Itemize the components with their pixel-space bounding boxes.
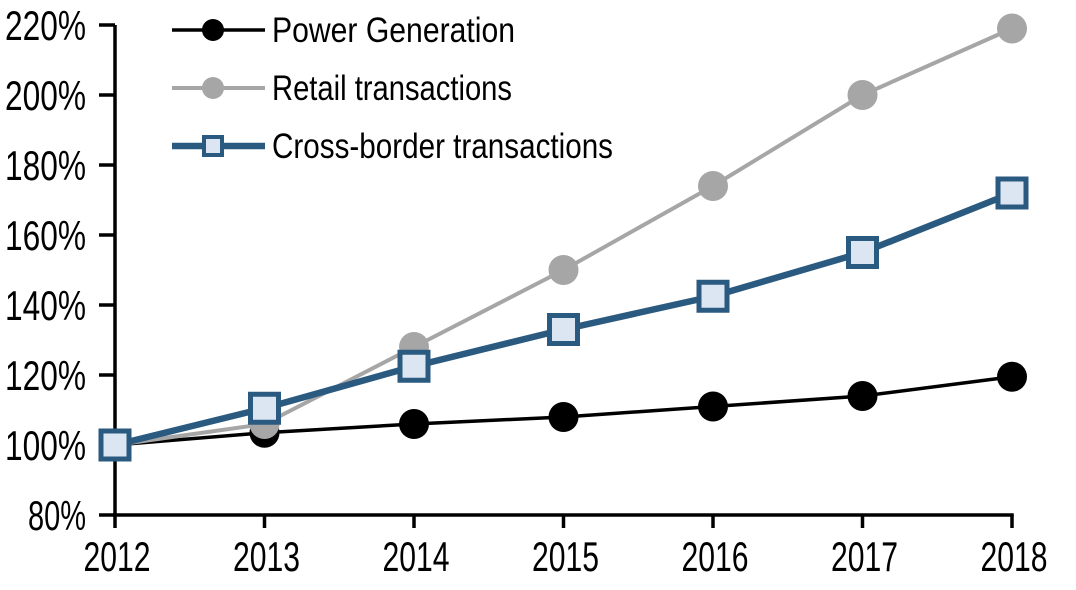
legend-label: Retail transactions [272,69,512,108]
y-tick-label: 180% [5,142,86,189]
data-point-marker-circle [399,409,429,439]
data-point-marker-circle [202,19,224,41]
x-tick-label: 2015 [532,533,599,580]
data-point-marker-circle [847,80,878,110]
data-point-marker-square [696,279,730,313]
data-point-marker-circle [997,13,1027,44]
legend-label: Cross-border transactions [272,127,613,166]
x-tick-label: 2018 [981,533,1048,580]
data-point-marker-square [547,313,580,346]
data-point-marker-square [995,176,1029,210]
y-tick-label: 160% [5,212,86,259]
y-tick-label: 220% [5,2,86,49]
data-point-marker-circle [698,171,728,201]
legend-label: Power Generation [272,11,515,50]
data-point-marker-circle [202,77,224,99]
data-point-marker-square [397,349,431,383]
x-tick-label: 2013 [233,533,300,580]
data-point-marker-circle [548,402,579,432]
data-point-marker-circle [548,255,579,285]
data-point-marker-square [846,236,879,269]
x-tick-label: 2017 [831,533,898,580]
x-tick-label: 2016 [682,533,749,580]
y-tick-label: 80% [28,492,86,539]
y-tick-label: 140% [5,282,86,329]
data-point-marker-circle [698,391,728,422]
data-point-marker-circle [997,361,1027,392]
y-tick-label: 200% [5,72,86,119]
data-point-marker-square [202,135,224,157]
data-point-marker-square [248,391,281,425]
y-tick-label: 100% [5,422,86,469]
y-tick-label: 120% [5,352,86,399]
data-point-marker-square [98,428,132,462]
data-point-marker-circle [847,381,878,411]
x-tick-label: 2014 [383,533,450,580]
x-tick-label: 2012 [84,533,151,580]
